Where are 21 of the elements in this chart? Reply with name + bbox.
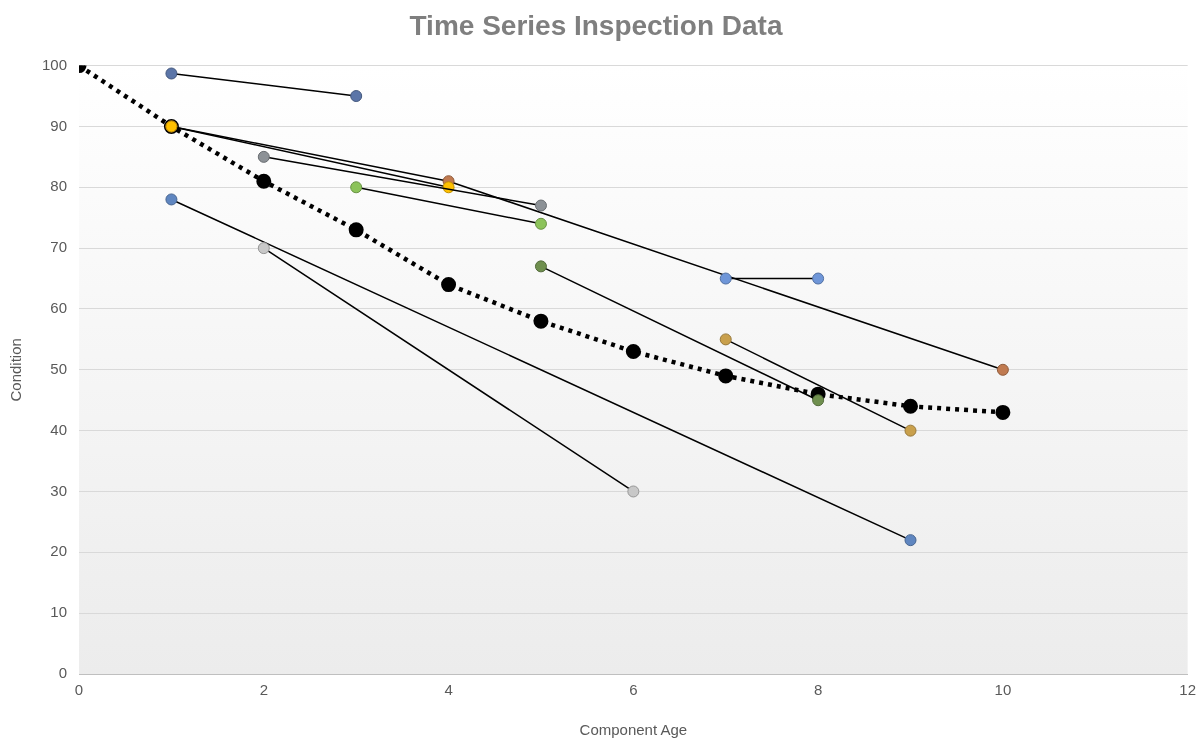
y-tick-label: 50 — [50, 359, 68, 377]
x-tick-label: 4 — [444, 681, 453, 699]
x-tick-label: 10 — [994, 681, 1012, 699]
x-tick-label: 2 — [259, 681, 268, 699]
y-axis-title: Condition — [7, 338, 25, 402]
x-tick-label: 6 — [629, 681, 638, 699]
x-axis-title: Component Age — [579, 721, 688, 739]
x-tick-label: 8 — [813, 681, 823, 699]
x-tick-label: 12 — [1179, 681, 1196, 699]
y-tick-label: 90 — [50, 116, 68, 134]
y-tick-label: 70 — [50, 238, 68, 256]
y-tick-label: 0 — [58, 664, 68, 682]
y-tick-label: 30 — [50, 481, 68, 499]
y-tick-label: 40 — [50, 420, 68, 438]
y-tick-label: 10 — [50, 603, 68, 621]
y-tick-label: 80 — [50, 177, 68, 195]
x-tick-label: 0 — [74, 681, 84, 699]
y-tick-label: 20 — [50, 542, 68, 560]
chart-title: Time Series Inspection Data — [409, 9, 783, 41]
y-tick-label: 100 — [42, 55, 68, 73]
y-tick-label: 60 — [50, 299, 68, 317]
